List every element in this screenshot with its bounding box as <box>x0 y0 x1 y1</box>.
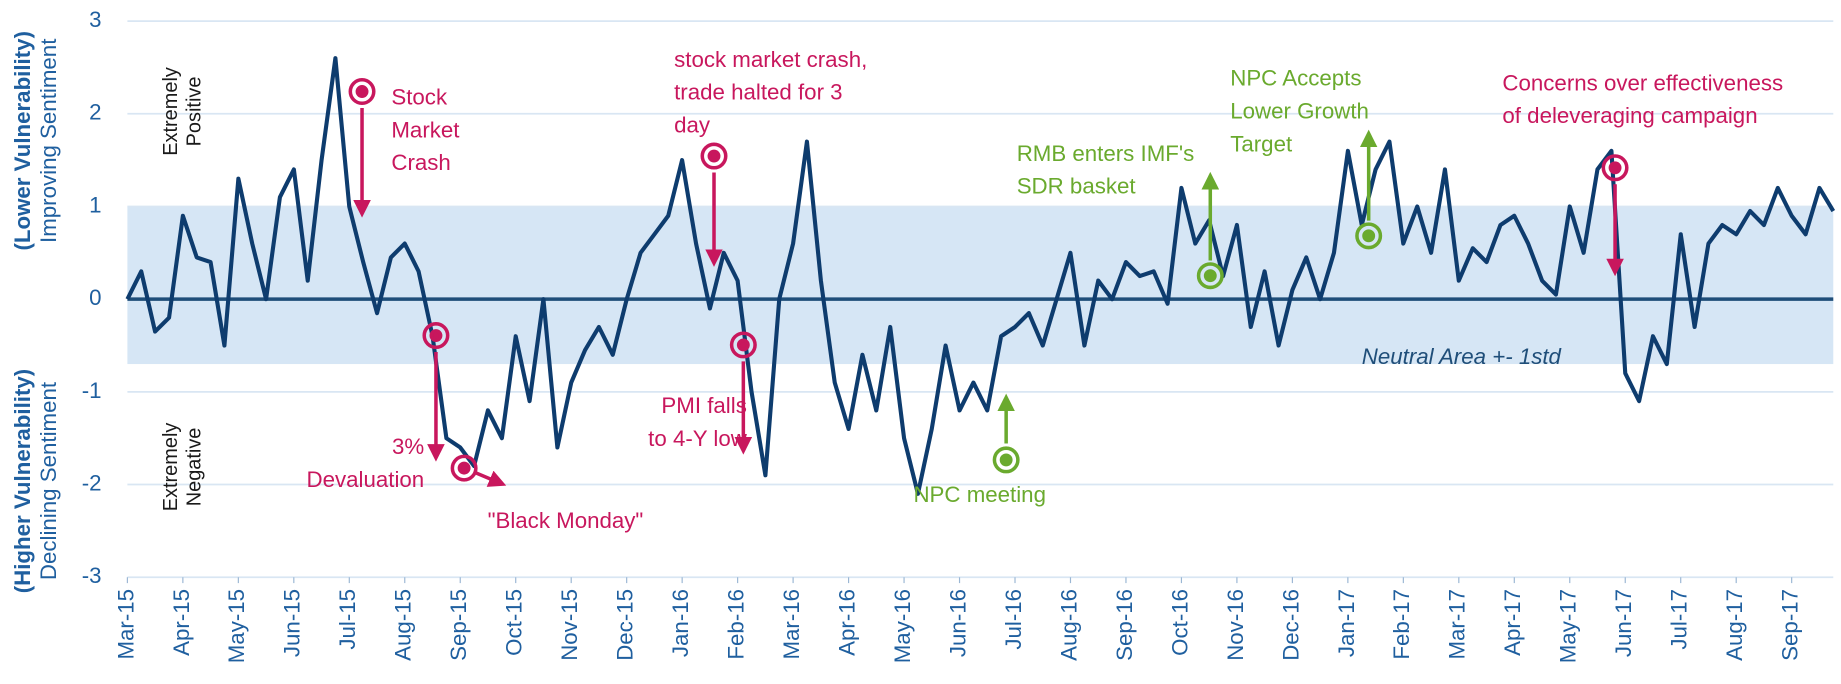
y-tick-label: 0 <box>89 285 101 310</box>
y-axis-label: (Lower Vulnerability) <box>10 31 35 251</box>
marker <box>422 322 450 350</box>
x-tick-label: Oct-15 <box>502 589 527 656</box>
marker <box>429 329 443 342</box>
x-tick-label: Aug-15 <box>391 589 416 661</box>
x-tick-label: Apr-16 <box>834 589 859 656</box>
annotation: PMI falls <box>661 393 746 418</box>
annotation: Concerns over effectiveness <box>1502 70 1783 95</box>
x-tick-label: Apr-15 <box>169 589 194 656</box>
zone-label: Negative <box>184 428 206 507</box>
y-tick-label: 2 <box>89 100 101 125</box>
marker <box>348 78 376 106</box>
arrow <box>475 470 507 487</box>
event-markers <box>348 78 1629 487</box>
line-series <box>125 56 1836 496</box>
annotation: 3% <box>392 434 424 459</box>
marker <box>992 446 1020 474</box>
marker <box>1355 222 1383 250</box>
zone-label: Extremely <box>160 423 182 512</box>
marker <box>450 454 478 482</box>
x-tick-label: Feb-17 <box>1389 589 1414 660</box>
x-tick-label: Dec-16 <box>1278 589 1303 661</box>
annotation: Crash <box>391 150 450 175</box>
y-axis-label: Declining Sentiment <box>36 381 61 580</box>
x-tick-label: Nov-16 <box>1223 589 1248 661</box>
x-tick-label: Feb-16 <box>724 589 749 660</box>
y-axis-label: (Higher Vulnerability) <box>10 369 35 594</box>
marker <box>1608 161 1622 175</box>
annotation: Devaluation <box>307 467 425 492</box>
x-tick-label: Jul-15 <box>335 589 360 650</box>
y-tick-label: 1 <box>89 192 101 217</box>
x-tick-label: May-15 <box>224 589 249 663</box>
x-tick-label: Mar-16 <box>779 589 804 660</box>
annotation: SDR basket <box>1017 174 1137 199</box>
y-tick-label: 3 <box>89 7 101 32</box>
marker <box>736 338 750 352</box>
marker <box>1362 229 1376 243</box>
x-tick-label: Dec-15 <box>613 589 638 661</box>
annotation: NPC Accepts <box>1230 66 1361 91</box>
x-tick-label: Aug-16 <box>1056 589 1081 661</box>
background-layer: Neutral Area +- 1std <box>125 20 1836 584</box>
x-tick-label: Sep-17 <box>1778 589 1803 661</box>
x-tick-label: Jan-17 <box>1334 589 1359 657</box>
marker <box>729 331 757 359</box>
marker <box>999 453 1013 467</box>
y-axis-label: Improving Sentiment <box>36 38 61 243</box>
x-tick-label: Jan-16 <box>668 589 693 657</box>
x-tick-label: Oct-16 <box>1167 589 1192 656</box>
x-tick-label: Sep-16 <box>1112 589 1137 661</box>
x-tick-label: Mar-17 <box>1445 589 1470 660</box>
x-tick-label: Nov-15 <box>557 589 582 661</box>
band-label: Neutral Area +- 1std <box>1362 344 1562 369</box>
x-tick-label: Jul-17 <box>1667 589 1692 650</box>
x-tick-label: May-16 <box>890 589 915 663</box>
annotation: NPC meeting <box>913 482 1046 507</box>
x-tick-label: May-17 <box>1556 589 1581 663</box>
x-tick-label: Jun-15 <box>280 589 305 657</box>
x-tick-label: Mar-15 <box>113 589 138 660</box>
marker <box>457 461 471 475</box>
marker <box>1196 262 1224 290</box>
annotation: Market <box>391 117 460 142</box>
annotation: Target <box>1230 131 1293 156</box>
zone-label: Positive <box>184 77 206 147</box>
annotation: to 4-Y low <box>648 426 748 451</box>
annotation: of deleveraging campaign <box>1502 103 1757 128</box>
annotation: Lower Growth <box>1230 99 1369 124</box>
x-tick-label: Aug-17 <box>1722 589 1747 661</box>
annotation: "Black Monday" <box>488 508 644 533</box>
annotation: stock market crash, <box>674 47 867 72</box>
annotation: RMB enters IMF's <box>1017 141 1195 166</box>
marker <box>1601 154 1629 182</box>
y-tick-label: -2 <box>82 470 102 495</box>
x-tick-label: Jun-17 <box>1611 589 1636 657</box>
foreground-layer: -3 -2 -1 0 1 2 3 Mar-15 Apr-15 May-15 Jun-15 Jul-15… <box>10 7 1803 663</box>
marker <box>707 149 721 163</box>
marker <box>700 142 728 170</box>
x-tick-label: Apr-17 <box>1500 589 1525 656</box>
x-tick-label: Jul-16 <box>1001 589 1026 650</box>
x-tick-label: Sep-15 <box>446 589 471 661</box>
annotation: Stock <box>391 84 448 109</box>
x-tick-label: Jun-16 <box>945 589 970 657</box>
annotation: day <box>674 113 711 138</box>
y-tick-label: -1 <box>82 378 102 403</box>
zone-label: Extremely <box>160 67 182 156</box>
y-tick-label: -3 <box>82 563 102 588</box>
marker <box>355 85 369 98</box>
annotation: trade halted for 3 <box>674 80 842 105</box>
marker <box>1203 269 1217 283</box>
